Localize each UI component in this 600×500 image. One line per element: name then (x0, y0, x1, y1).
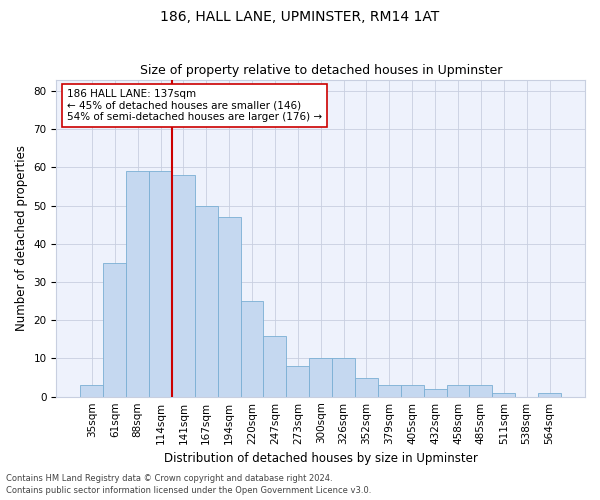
Bar (149, 172, 172, 396)
Bar (172, 175, 195, 396)
Bar (103, 263, 126, 396)
Bar (309, 358, 332, 397)
Bar (446, 385, 469, 396)
Bar (126, 172, 149, 396)
Bar (469, 385, 493, 396)
Bar (493, 393, 515, 396)
Bar (355, 378, 378, 396)
Bar (195, 206, 218, 396)
Bar (263, 336, 286, 396)
Title: Size of property relative to detached houses in Upminster: Size of property relative to detached ho… (140, 64, 502, 77)
Bar (286, 366, 309, 396)
Text: 186 HALL LANE: 137sqm
← 45% of detached houses are smaller (146)
54% of semi-det: 186 HALL LANE: 137sqm ← 45% of detached … (67, 89, 322, 122)
Bar (241, 301, 263, 396)
Text: 186, HALL LANE, UPMINSTER, RM14 1AT: 186, HALL LANE, UPMINSTER, RM14 1AT (160, 10, 440, 24)
X-axis label: Distribution of detached houses by size in Upminster: Distribution of detached houses by size … (164, 452, 478, 465)
Text: Contains HM Land Registry data © Crown copyright and database right 2024.
Contai: Contains HM Land Registry data © Crown c… (6, 474, 371, 495)
Bar (218, 217, 241, 396)
Bar (332, 358, 355, 397)
Bar (424, 389, 446, 396)
Bar (378, 385, 401, 396)
Y-axis label: Number of detached properties: Number of detached properties (15, 145, 28, 331)
Bar (538, 393, 561, 396)
Bar (401, 385, 424, 396)
Bar (80, 385, 103, 396)
